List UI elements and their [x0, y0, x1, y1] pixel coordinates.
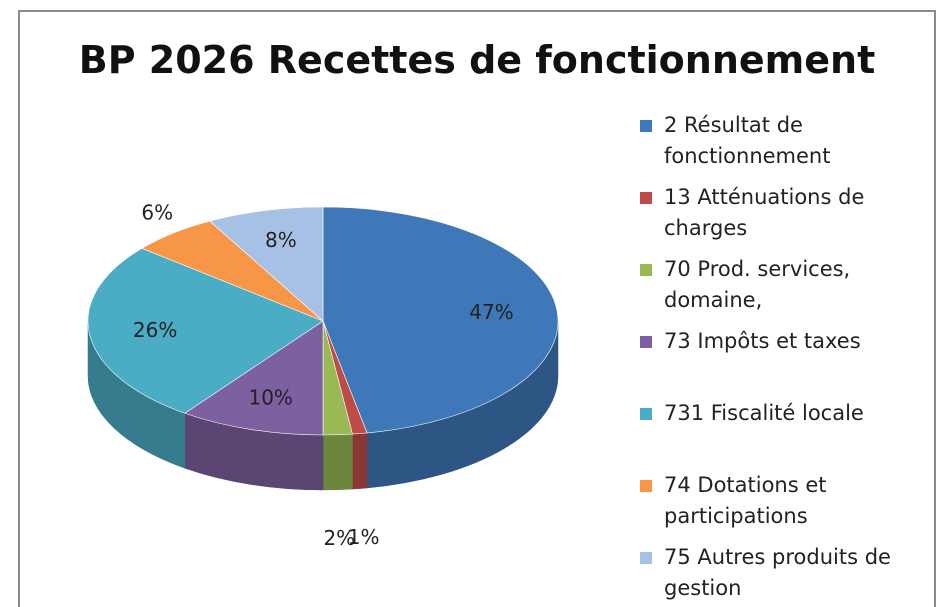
legend-entry: 2 Résultat de fonctionnement — [640, 110, 930, 182]
legend-swatch — [640, 192, 652, 204]
legend-swatch — [640, 408, 652, 420]
slice-side — [352, 432, 368, 490]
legend-entry: 74 Dotations et participations — [640, 470, 930, 542]
legend-entry: 75 Autres produits de gestion — [640, 542, 930, 607]
chart-title: BP 2026 Recettes de fonctionnement — [78, 38, 876, 82]
legend-swatch — [640, 552, 652, 564]
legend-label: 75 Autres produits de gestion — [664, 545, 891, 600]
legend-entry: 13 Atténuations de charges — [640, 182, 930, 254]
legend-label: 2 Résultat de fonctionnement — [664, 113, 831, 168]
data-label: 10% — [248, 386, 292, 410]
data-label: 26% — [133, 318, 177, 342]
legend-label: 731 Fiscalité locale — [664, 401, 864, 425]
legend-label: 70 Prod. services, domaine, — [664, 257, 851, 312]
legend-entry: 70 Prod. services, domaine, — [640, 254, 930, 326]
data-label: 47% — [469, 300, 513, 324]
data-label: 1% — [348, 525, 380, 549]
legend-label: 74 Dotations et participations — [664, 473, 827, 528]
legend-entry: 731 Fiscalité locale — [640, 398, 930, 470]
data-label: 8% — [265, 228, 297, 252]
slice — [184, 320, 324, 436]
data-label: 2% — [323, 526, 355, 550]
slice-side — [322, 433, 353, 491]
legend-swatch — [640, 480, 652, 492]
legend-label: 73 Impôts et taxes — [664, 329, 861, 353]
slice — [209, 206, 324, 322]
data-label: 6% — [141, 200, 173, 224]
legend-label: 13 Atténuations de charges — [664, 185, 865, 240]
legend-entry: 73 Impôts et taxes — [640, 326, 930, 398]
legend: 2 Résultat de fonctionnement 13 Atténuati… — [640, 110, 930, 607]
legend-swatch — [640, 264, 652, 276]
slice — [322, 206, 559, 434]
legend-swatch — [640, 120, 652, 132]
chart-frame — [18, 10, 936, 607]
slice — [87, 248, 324, 414]
legend-swatch — [640, 336, 652, 348]
